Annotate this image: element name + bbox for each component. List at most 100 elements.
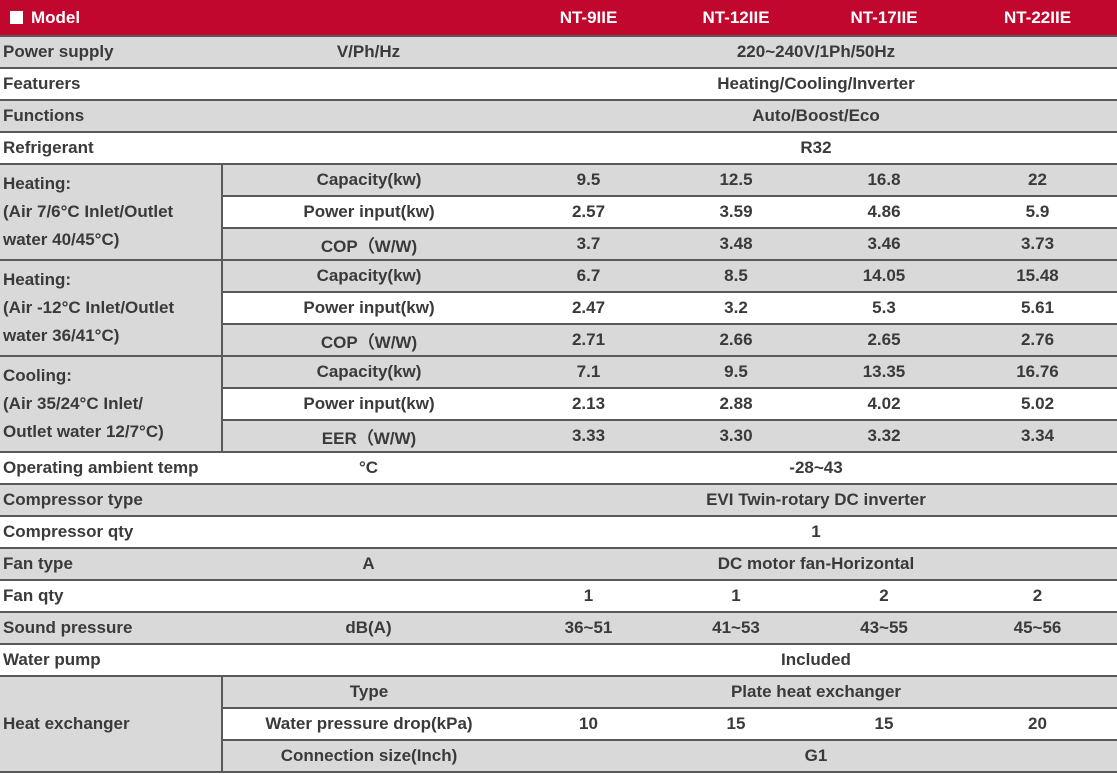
value-cell: 20 [958,708,1117,741]
value-cell: 15 [810,708,958,741]
row-value: -28~43 [515,452,1117,485]
row-value: 220~240V/1Ph/50Hz [515,36,1117,69]
value-cell: 2.88 [662,388,810,421]
value-cell: 3.59 [662,196,810,229]
row-value: R32 [515,132,1117,165]
value-cell: 14.05 [810,260,958,293]
heating-a7-row: Heating: (Air 7/6°C Inlet/Outlet water 40/… [0,164,1117,261]
group-label-line: Heating: [3,174,71,193]
row-value: Included [515,644,1117,677]
empty-cell [222,0,515,37]
row-value: 1 [515,516,1117,549]
header-row: Model NT-9IIE NT-12IIE NT-17IIE NT-22IIE [0,0,1117,37]
value-cell: 3.7 [515,228,662,261]
value-cell: 3.48 [662,228,810,261]
group-label-line: (Air 7/6°C Inlet/Outlet [3,202,174,221]
row-refrigerant: Refrigerant R32 [0,132,1117,165]
empty-cell [222,484,515,517]
empty-cell [222,644,515,677]
row-label: Refrigerant [0,132,222,165]
value-cell: 2.13 [515,388,662,421]
value-cell: 5.9 [958,196,1117,229]
group-label-line: Heating: [3,270,71,289]
value-cell: 5.3 [810,292,958,325]
value-cell: 2 [810,580,958,613]
value-cell: 9.5 [662,356,810,389]
value-cell: 4.86 [810,196,958,229]
value-cell: 22 [958,164,1117,197]
value-cell: 16.8 [810,164,958,197]
row-label: Operating ambient temp [0,452,222,485]
group-label-line: (Air 35/24°C Inlet/ [3,394,144,413]
heat-exchanger-row: Heat exchanger Type Plate heat exchanger [0,676,1117,773]
empty-cell [222,580,515,613]
model-label: Model [31,7,81,27]
sub-label: Capacity(kw) [221,260,515,293]
value-cell: 1 [515,580,662,613]
value-cell: 6.7 [515,260,662,293]
model-header: Model [0,0,222,37]
row-label: Featurers [0,68,222,101]
row-label: Fan type [0,548,222,581]
value-cell: 2.76 [958,324,1117,357]
row-label: Compressor qty [0,516,222,549]
value-cell: 9.5 [515,164,662,197]
row-power-supply: Power supply V/Ph/Hz 220~240V/1Ph/50Hz [0,36,1117,69]
model-name: NT-22IIE [958,0,1117,37]
value-cell: 13.35 [810,356,958,389]
row-label: Sound pressure [0,612,222,645]
value-cell: 2.47 [515,292,662,325]
row-unit: dB(A) [222,612,515,645]
heating-a7-row: Power input(kw) 2.57 3.59 4.86 5.9 [0,196,1117,229]
value-cell: 12.5 [662,164,810,197]
group-label-line: water 36/41°C) [3,326,120,345]
row-unit: °C [222,452,515,485]
model-name: NT-17IIE [810,0,958,37]
value-cell: 2.66 [662,324,810,357]
cooling-row: Cooling: (Air 35/24°C Inlet/Outlet water … [0,356,1117,453]
row-ambient-temp: Operating ambient temp °C -28~43 [0,452,1117,485]
value-cell: 4.02 [810,388,958,421]
square-bullet-icon [10,10,23,24]
value-cell: 2 [958,580,1117,613]
sub-label: Capacity(kw) [221,356,515,389]
row-label: Power supply [0,36,222,69]
cooling-row: Power input(kw) 2.13 2.88 4.02 5.02 [0,388,1117,421]
model-name: NT-9IIE [515,0,662,37]
row-label: Compressor type [0,484,222,517]
heating-a7-row: COP（W/W) 3.7 3.48 3.46 3.73 [0,228,1117,261]
sub-label: Power input(kw) [221,388,515,421]
value-cell: 15 [662,708,810,741]
value-cell: 3.32 [810,420,958,453]
heating-a7-label: Heating: (Air 7/6°C Inlet/Outlet water 40/… [0,164,222,261]
heating-am12-row: Heating: (Air -12°C Inlet/Outlet water 36/… [0,260,1117,357]
sub-label: Power input(kw) [221,292,515,325]
row-label: Water pump [0,644,222,677]
row-sound-pressure: Sound pressure dB(A) 36~51 41~53 43~55 45~56 [0,612,1117,645]
heating-am12-row: COP（W/W) 2.71 2.66 2.65 2.76 [0,324,1117,357]
empty-cell [222,516,515,549]
value-cell: 5.02 [958,388,1117,421]
value-cell: 15.48 [958,260,1117,293]
row-water-pump: Water pump Included [0,644,1117,677]
value-cell: 41~53 [662,612,810,645]
row-unit: A [222,548,515,581]
sub-label: Capacity(kw) [221,164,515,197]
heat-exchanger-label: Heat exchanger [0,676,222,773]
value-cell: 7.1 [515,356,662,389]
group-label-line: Cooling: [3,366,72,385]
cooling-label: Cooling: (Air 35/24°C Inlet/Outlet water … [0,356,222,453]
sub-label: COP（W/W) [221,228,515,261]
row-compressor-qty: Compressor qty 1 [0,516,1117,549]
value-cell: 16.76 [958,356,1117,389]
value-cell: 8.5 [662,260,810,293]
model-name: NT-12IIE [662,0,810,37]
row-functions: Functions Auto/Boost/Eco [0,100,1117,133]
value-cell: 10 [515,708,662,741]
row-value: Auto/Boost/Eco [515,100,1117,133]
heating-am12-row: Power input(kw) 2.47 3.2 5.3 5.61 [0,292,1117,325]
value-cell: 45~56 [958,612,1117,645]
sub-label: Power input(kw) [221,196,515,229]
sub-label: Connection size(Inch) [221,740,515,773]
sub-label: Type [221,676,515,709]
